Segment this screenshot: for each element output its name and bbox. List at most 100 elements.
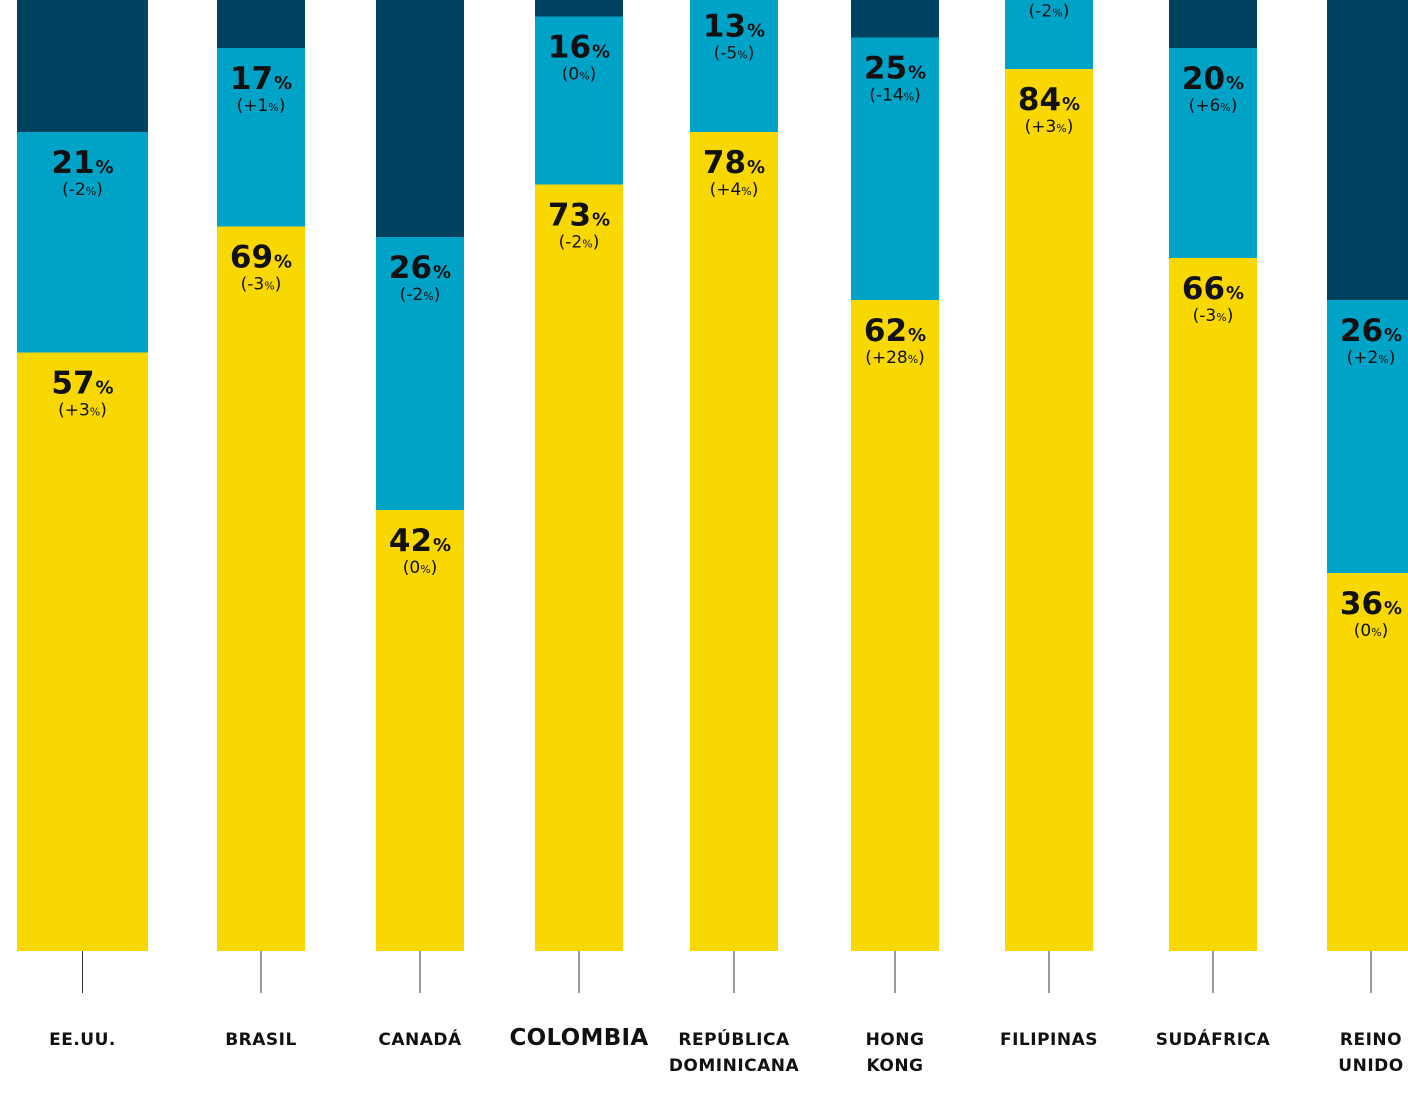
bar-segment-2-2	[376, 0, 464, 237]
value-label-3-1: 16%	[548, 30, 610, 66]
value-unit: %	[433, 535, 451, 556]
value-unit: %	[592, 210, 610, 231]
change-close-paren: )	[96, 180, 103, 200]
value-number: 78	[703, 145, 746, 181]
bar-segment-0-0	[17, 352, 148, 951]
value-number: 25	[864, 51, 907, 87]
change-label-5-0: (+28%)	[865, 348, 925, 368]
value-label-0-0: 57%	[51, 366, 113, 402]
change-label-4-1: (-5%)	[714, 44, 755, 64]
change-open-paren: (	[865, 348, 872, 368]
bar-segment-5-0	[851, 300, 939, 951]
change-open-paren: (	[869, 86, 876, 106]
change-value: -2	[406, 285, 423, 305]
value-number: 11	[1018, 0, 1061, 3]
change-close-paren: )	[1227, 306, 1234, 326]
change-open-paren: (	[1347, 348, 1354, 368]
change-label-8-0: (0%)	[1354, 621, 1389, 641]
change-value: +28	[872, 348, 908, 368]
category-label-8-0: REINO	[1340, 1030, 1402, 1050]
value-unit: %	[908, 325, 926, 346]
value-number: 69	[230, 240, 273, 276]
category-label-6-0: FILIPINAS	[1000, 1030, 1098, 1050]
change-label-1-0: (-3%)	[241, 275, 282, 295]
change-unit: %	[268, 101, 278, 114]
change-unit: %	[1056, 122, 1066, 135]
value-label-5-1: 25%	[864, 51, 926, 87]
change-close-paren: )	[431, 558, 438, 578]
value-number: 62	[864, 313, 907, 349]
change-open-paren: (	[58, 401, 65, 421]
change-close-paren: )	[918, 348, 925, 368]
change-open-paren: (	[1025, 117, 1032, 137]
bar-segment-0-2	[17, 0, 148, 132]
category-label-5-1: KONG	[866, 1056, 923, 1076]
change-value: -2	[1035, 2, 1052, 22]
bar-segment-6-0	[1005, 69, 1093, 951]
value-unit: %	[96, 378, 114, 399]
change-value: 0	[409, 558, 420, 578]
change-open-paren: (	[1029, 2, 1036, 22]
change-value: +3	[65, 401, 90, 421]
change-open-paren: (	[714, 44, 721, 64]
change-close-paren: )	[593, 233, 600, 253]
change-unit: %	[579, 70, 589, 83]
change-open-paren: (	[400, 285, 407, 305]
change-label-3-1: (0%)	[562, 65, 597, 85]
change-open-paren: (	[562, 65, 569, 85]
change-close-paren: )	[1389, 348, 1396, 368]
change-value: 0	[1360, 621, 1371, 641]
value-unit: %	[1226, 283, 1244, 304]
change-close-paren: )	[1231, 96, 1238, 116]
change-label-0-0: (+3%)	[58, 401, 107, 421]
value-number: 42	[389, 523, 432, 559]
value-label-4-1: 13%	[703, 9, 765, 45]
change-unit: %	[904, 91, 914, 104]
change-unit: %	[737, 49, 747, 62]
change-unit: %	[1052, 7, 1062, 20]
change-close-paren: )	[434, 285, 441, 305]
change-unit: %	[420, 563, 430, 576]
change-close-paren: )	[752, 180, 759, 200]
change-value: -5	[720, 44, 737, 64]
category-label-8-1: UNIDO	[1338, 1056, 1403, 1076]
change-close-paren: )	[1067, 117, 1074, 137]
value-unit: %	[908, 63, 926, 84]
category-label-0-0: EE.UU.	[49, 1030, 116, 1050]
value-number: 21	[51, 145, 94, 181]
value-number: 20	[1182, 61, 1225, 97]
value-label-5-0: 62%	[864, 313, 926, 349]
change-label-2-0: (0%)	[403, 558, 438, 578]
bar-segment-3-2	[535, 0, 623, 17]
change-close-paren: )	[279, 96, 286, 116]
bar-segment-7-1	[1169, 48, 1257, 258]
change-open-paren: (	[62, 180, 69, 200]
category-label-5-0: HONG	[866, 1030, 925, 1050]
bar-segment-1-1	[217, 48, 305, 227]
change-value: +2	[1353, 348, 1378, 368]
change-label-4-0: (+4%)	[710, 180, 759, 200]
value-label-2-0: 42%	[389, 523, 451, 559]
change-unit: %	[1216, 311, 1226, 324]
change-unit: %	[741, 185, 751, 198]
change-unit: %	[423, 290, 433, 303]
bar-segment-7-2	[1169, 0, 1257, 48]
change-label-0-1: (-2%)	[62, 180, 103, 200]
change-label-3-0: (-2%)	[559, 233, 600, 253]
change-open-paren: (	[710, 180, 717, 200]
bar-segment-8-0	[1327, 573, 1408, 951]
bar-segment-4-1	[690, 0, 778, 132]
change-value: -14	[876, 86, 904, 106]
change-close-paren: )	[275, 275, 282, 295]
change-open-paren: (	[1189, 96, 1196, 116]
category-label-4-1: DOMINICANA	[669, 1056, 800, 1076]
value-unit: %	[747, 21, 765, 42]
value-number: 73	[548, 198, 591, 234]
change-unit: %	[908, 353, 918, 366]
change-close-paren: )	[1063, 2, 1070, 22]
value-label-8-0: 36%	[1340, 586, 1402, 622]
category-label-4-0: REPÚBLICA	[678, 1028, 790, 1050]
change-value: -3	[1199, 306, 1216, 326]
value-unit: %	[1384, 598, 1402, 619]
value-number: 13	[703, 9, 746, 45]
